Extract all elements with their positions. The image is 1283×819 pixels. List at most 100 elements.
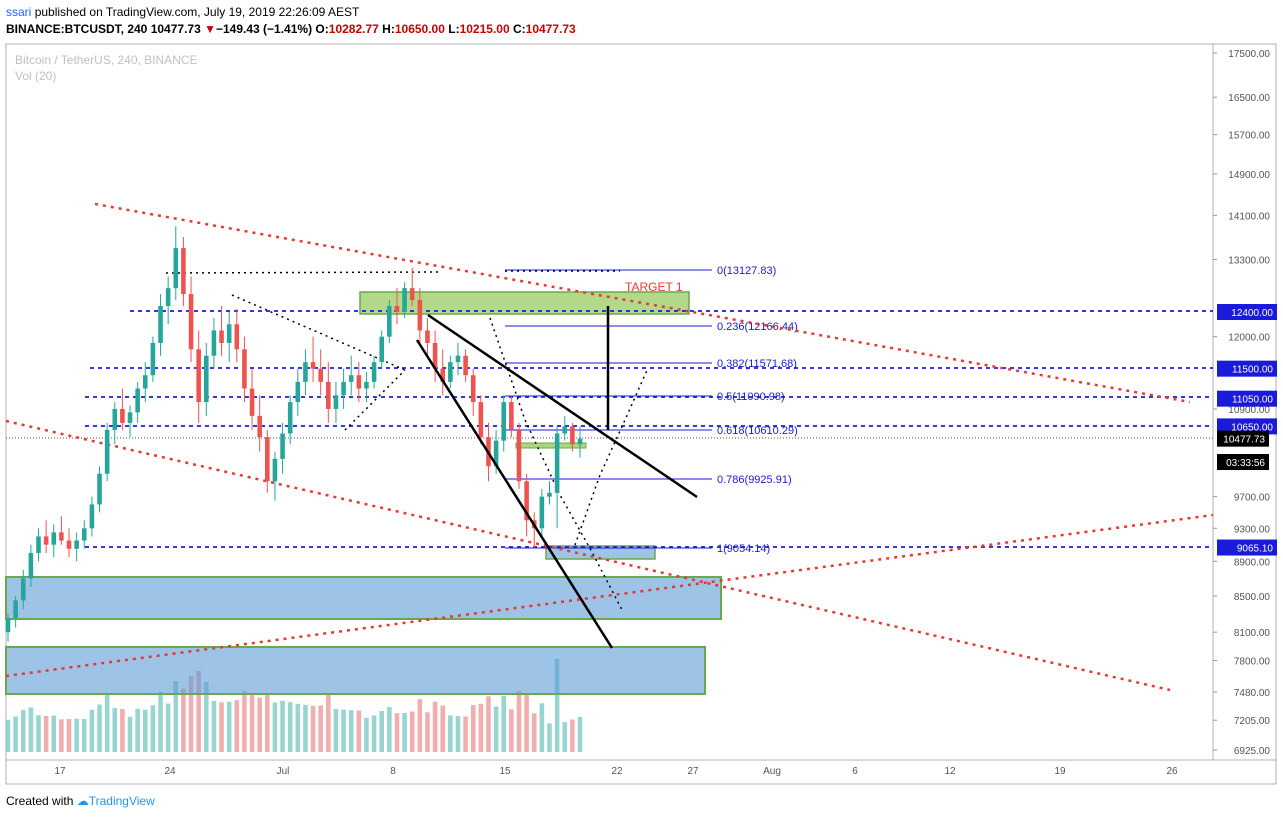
volume-bar-11 xyxy=(89,709,95,752)
candle-body-8 xyxy=(66,540,72,549)
candle-body-62 xyxy=(478,402,484,438)
volume-bar-29 xyxy=(226,701,232,752)
candle-body-36 xyxy=(280,433,285,459)
volume-bar-65 xyxy=(501,696,507,752)
volume-bar-31 xyxy=(242,691,247,752)
price-tick-13: 7800.00 xyxy=(1234,657,1271,668)
volume-bar-9 xyxy=(74,718,79,752)
wedge-lower-line xyxy=(415,339,614,649)
volume-bar-12 xyxy=(97,704,102,752)
candle-body-4 xyxy=(36,536,41,553)
candle-body-3 xyxy=(28,552,34,579)
candle-body-5 xyxy=(43,536,49,545)
volume-bar-50 xyxy=(387,707,392,752)
candle-body-37 xyxy=(287,402,293,434)
author-name[interactable]: ssari xyxy=(6,5,32,19)
volume-bar-44 xyxy=(341,709,346,752)
volume-bar-58 xyxy=(448,715,453,752)
candlesticks xyxy=(5,226,583,642)
candle-body-74 xyxy=(570,426,575,445)
time-tick-3: 8 xyxy=(390,766,396,777)
volume-bar-66 xyxy=(509,709,514,752)
candle-body-43 xyxy=(333,395,339,409)
candle-body-6 xyxy=(51,532,57,545)
candle-body-25 xyxy=(196,349,201,403)
time-tick-4: 15 xyxy=(499,766,511,777)
price-label-box-2 xyxy=(1217,390,1277,407)
price-tick-6: 12000.00 xyxy=(1228,333,1270,344)
price-tick-1: 16500.00 xyxy=(1228,93,1270,104)
tradingview-logo-icon: ☁ xyxy=(76,794,89,808)
price-tick-15: 7205.00 xyxy=(1234,716,1271,727)
volume-bar-49 xyxy=(379,710,384,752)
low-label: L: xyxy=(448,22,460,36)
candle-body-32 xyxy=(249,388,255,416)
candle-body-38 xyxy=(295,381,301,403)
candle-body-19 xyxy=(150,342,156,376)
volume-bar-15 xyxy=(120,708,125,752)
volume-bar-16 xyxy=(127,716,133,752)
fib-label-5: 0.786(9925.91) xyxy=(717,474,792,486)
price-label-0: 12400.00 xyxy=(1231,308,1273,319)
candle-body-7 xyxy=(59,532,64,541)
volume-bar-48 xyxy=(371,715,377,752)
volume-bar-20 xyxy=(158,691,163,752)
volume-bar-35 xyxy=(272,702,278,752)
candle-body-12 xyxy=(97,473,102,505)
volume-bar-26 xyxy=(204,682,209,752)
volume-bar-72 xyxy=(554,658,560,752)
candle-body-26 xyxy=(204,355,209,403)
volume-bar-21 xyxy=(165,703,171,752)
blue-dashed-levels xyxy=(85,310,1213,548)
triangle-upper xyxy=(231,294,406,371)
projection-down xyxy=(489,317,623,611)
volume-bar-3 xyxy=(28,707,34,752)
volume-bar-25 xyxy=(196,670,201,752)
volume-bar-28 xyxy=(219,702,224,752)
black-dotted-lines xyxy=(165,270,649,611)
volume-bar-22 xyxy=(173,681,179,752)
price-tick-8: 9700.00 xyxy=(1234,493,1271,504)
publish-info: ssari published on TradingView.com, July… xyxy=(6,5,359,19)
footer-brand[interactable]: TradingView xyxy=(88,794,155,808)
candle-body-66 xyxy=(509,402,514,430)
volume-bar-27 xyxy=(211,700,217,752)
high-label: H: xyxy=(382,22,395,36)
price-tick-11: 8500.00 xyxy=(1234,592,1271,603)
candle-body-52 xyxy=(402,288,407,313)
volume-bar-40 xyxy=(310,705,316,752)
price-tick-3: 14900.00 xyxy=(1228,170,1270,181)
candle-body-16 xyxy=(127,412,133,423)
volume-bar-2 xyxy=(20,710,26,752)
change-value: −149.43 (−1.41%) xyxy=(216,22,313,36)
time-tick-6: 27 xyxy=(687,766,699,777)
volume-bar-24 xyxy=(188,675,194,752)
volume-bar-56 xyxy=(432,701,438,752)
volume-bar-7 xyxy=(59,719,64,752)
demand-zone-lower xyxy=(5,646,706,695)
price-tick-14: 7480.00 xyxy=(1234,688,1271,699)
time-axis: 17 24 Jul 8 15 22 27 Aug 6 12 19 26 xyxy=(54,766,1178,777)
candle-body-64 xyxy=(493,440,499,467)
price-tick-16: 6925.00 xyxy=(1234,746,1271,757)
candle-body-50 xyxy=(387,305,392,337)
candle-body-51 xyxy=(394,305,400,313)
volume-bar-64 xyxy=(493,706,499,752)
candle-body-1 xyxy=(13,600,18,619)
candle-body-75 xyxy=(577,438,583,445)
volume-bar-60 xyxy=(463,716,468,752)
candle-body-47 xyxy=(364,381,369,389)
candle-body-10 xyxy=(81,528,87,541)
fib-label-3: 0.5(11090.98) xyxy=(717,391,785,403)
black-wedge xyxy=(415,306,698,649)
price-tick-4: 14100.00 xyxy=(1228,211,1270,222)
price-tick-12: 8100.00 xyxy=(1234,628,1271,639)
volume-bar-37 xyxy=(287,702,293,752)
price-label-6: 9065.10 xyxy=(1237,544,1274,555)
candle-body-24 xyxy=(188,294,194,350)
candle-body-65 xyxy=(501,402,507,441)
candle-body-53 xyxy=(409,288,415,300)
candle-body-45 xyxy=(348,375,354,382)
volume-bar-45 xyxy=(348,710,354,752)
